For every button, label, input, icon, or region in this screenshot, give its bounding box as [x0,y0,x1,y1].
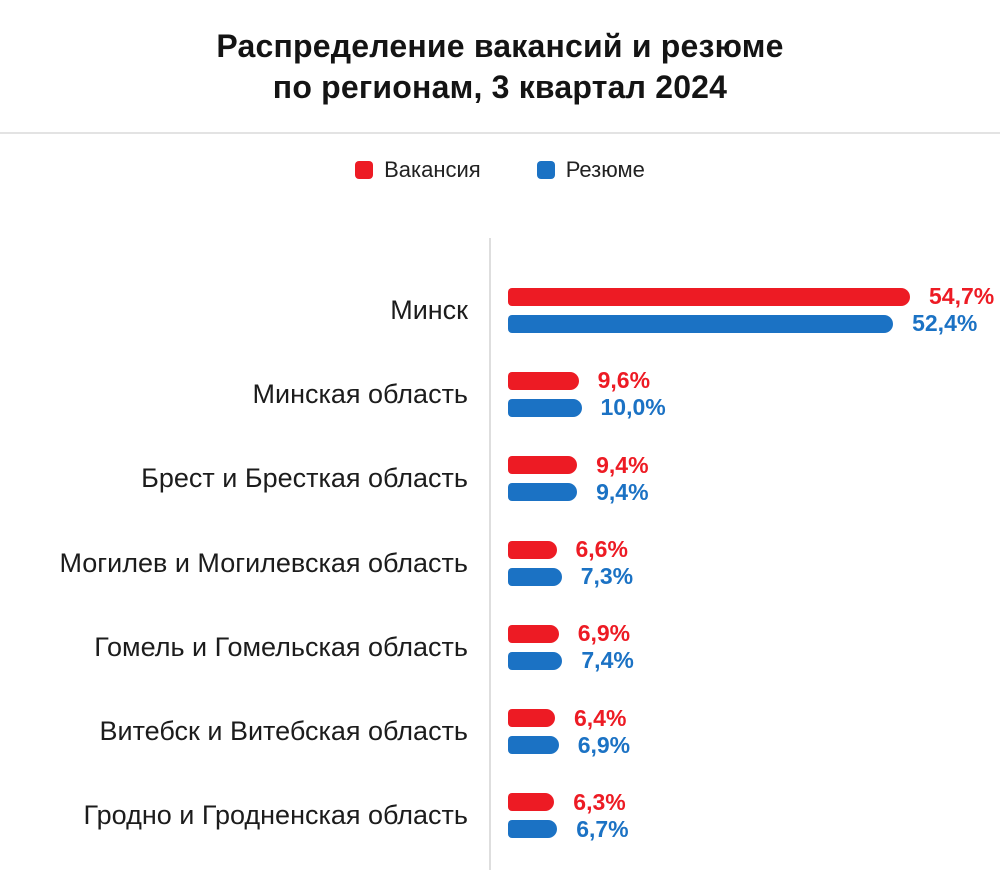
chart-row: Витебск и Витебская область 6,4% 6,9% [0,689,1000,773]
vacancy-bar [508,371,579,390]
category-label: Минск [390,294,468,325]
vacancy-bar-line: 9,6% [508,367,666,393]
resume-bar [508,820,558,839]
resume-bar-line: 10,0% [508,394,666,420]
resume-value-label: 9,4% [596,478,649,505]
resume-value-label: 7,4% [581,647,634,674]
category-label: Гомель и Гомельская область [94,631,468,662]
vacancy-bar [508,793,555,812]
category-label: Могилев и Могилевская область [59,547,468,578]
bar-pair: 6,3% 6,7% [508,789,629,842]
bar-pair: 6,9% 7,4% [508,620,634,673]
vacancy-bar-line: 6,6% [508,536,633,562]
title-divider [0,132,1000,134]
vacancy-value-label: 6,3% [573,788,626,815]
bar-pair: 9,4% 9,4% [508,452,649,505]
vacancy-value-label: 6,9% [577,620,631,647]
chart-row: Минская область 9,6% 10,0% [0,352,1000,436]
chart-title-line1: Распределение вакансий и резюме [216,28,784,64]
chart-area: Минск 54,7% 52,4% Минская область 9,6% 10,0% Б… [0,238,1000,870]
vacancy-swatch-icon [355,161,374,179]
resume-bar-line: 7,4% [508,647,634,673]
vacancy-value-label: 9,6% [597,367,651,394]
vacancy-bar [508,540,557,559]
vacancy-bar-line: 6,3% [508,789,629,815]
vacancy-value-label: 6,6% [575,536,628,563]
vacancy-bar [508,709,555,728]
vacancy-bar [508,287,910,306]
chart-row: Гродно и Гродненская область 6,3% 6,7% [0,774,1000,858]
resume-bar [508,398,582,417]
vacancy-bar-line: 9,4% [508,452,649,478]
resume-bar-line: 6,9% [508,732,630,758]
resume-value-label: 6,9% [577,731,631,758]
vacancy-value-label: 9,4% [596,451,649,478]
y-axis-line [489,238,491,870]
chart-rows: Минск 54,7% 52,4% Минская область 9,6% 10,0% Б… [0,268,1000,858]
resume-value-label: 6,7% [576,815,629,842]
resume-bar-line: 9,4% [508,479,649,505]
vacancy-value-label: 6,4% [574,704,627,731]
bar-pair: 6,4% 6,9% [508,705,630,758]
resume-bar-line: 52,4% [508,310,994,336]
resume-bar-line: 7,3% [508,563,633,589]
resume-value-label: 52,4% [912,310,978,337]
resume-bar [508,651,563,670]
category-label: Минская область [252,378,469,409]
vacancy-bar [508,624,559,643]
legend-label-vacancy: Вакансия [384,157,481,182]
resume-bar [508,736,559,755]
bar-pair: 6,6% 7,3% [508,536,633,589]
vacancy-value-label: 54,7% [929,283,995,310]
vacancy-bar-line: 54,7% [508,283,994,309]
category-label: Гродно и Гродненская область [83,800,468,831]
legend-item-vacancy: Вакансия [355,157,481,183]
chart-title: Распределение вакансий и резюме по регио… [0,0,1000,108]
legend-item-resume: Резюме [536,157,645,183]
chart-row: Гомель и Гомельская область 6,9% 7,4% [0,605,1000,689]
chart-row: Могилев и Могилевская область 6,6% 7,3% [0,521,1000,605]
legend-label-resume: Резюме [565,157,645,182]
resume-value-label: 10,0% [600,394,666,421]
chart-row: Минск 54,7% 52,4% [0,268,1000,352]
category-label: Брест и Бресткая область [141,463,468,494]
vacancy-bar-line: 6,9% [508,620,634,646]
resume-bar [508,483,578,502]
category-label: Витебск и Витебская область [99,716,468,747]
bar-pair: 9,6% 10,0% [508,367,666,420]
resume-value-label: 7,3% [580,563,634,590]
resume-bar [508,567,562,586]
vacancy-bar-line: 6,4% [508,705,630,731]
chart-row: Брест и Бресткая область 9,4% 9,4% [0,437,1000,521]
chart-legend: Вакансия Резюме [0,156,1000,184]
resume-bar-line: 6,7% [508,816,629,842]
vacancy-bar [508,456,578,475]
resume-bar [508,314,894,333]
bar-pair: 54,7% 52,4% [508,283,994,336]
chart-title-line2: по регионам, 3 квартал 2024 [272,69,728,105]
resume-swatch-icon [536,161,555,179]
